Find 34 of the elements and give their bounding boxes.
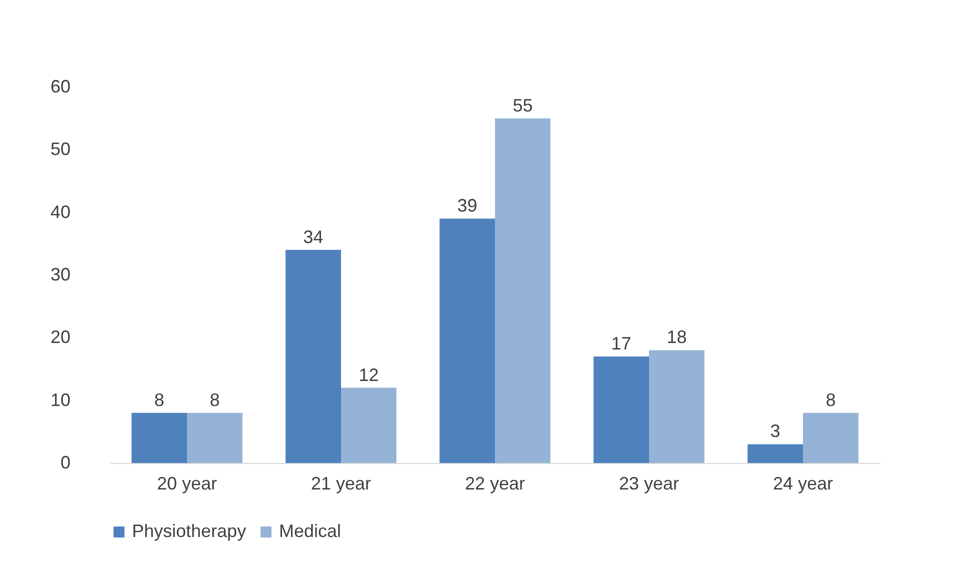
x-tick-label: 21 year (310, 474, 372, 494)
data-label: 12 (358, 364, 379, 385)
y-tick-label: 0 (60, 452, 70, 472)
y-tick-label: 50 (50, 139, 70, 160)
bar (495, 118, 550, 463)
legend-label: Medical (279, 521, 342, 541)
bar (440, 218, 495, 463)
legend-label: Physiotherapy (132, 521, 246, 541)
data-label: 8 (826, 390, 836, 410)
y-tick-label: 60 (50, 76, 70, 96)
data-label: 8 (154, 390, 164, 410)
x-tick-label: 22 year (464, 474, 526, 494)
data-label: 39 (457, 196, 478, 216)
x-tick-label: 23 year (618, 474, 680, 494)
y-tick-label: 30 (50, 264, 70, 284)
bar (132, 412, 187, 463)
bar (286, 250, 341, 463)
bar (649, 350, 704, 463)
bar (187, 412, 242, 463)
data-label: 8 (210, 390, 220, 410)
y-tick-label: 20 (50, 327, 70, 348)
y-tick-label: 40 (50, 202, 70, 222)
data-label: 55 (512, 95, 533, 116)
data-label: 17 (611, 333, 632, 354)
y-tick-label: 10 (50, 390, 70, 410)
bar (803, 412, 858, 463)
bar (748, 444, 803, 463)
x-tick-label: 20 year (156, 474, 218, 494)
data-label: 34 (303, 226, 324, 247)
bar (594, 356, 649, 463)
data-label: 18 (666, 327, 687, 348)
bar (341, 388, 396, 463)
x-tick-label: 24 year (772, 474, 834, 494)
data-label: 3 (770, 421, 780, 442)
